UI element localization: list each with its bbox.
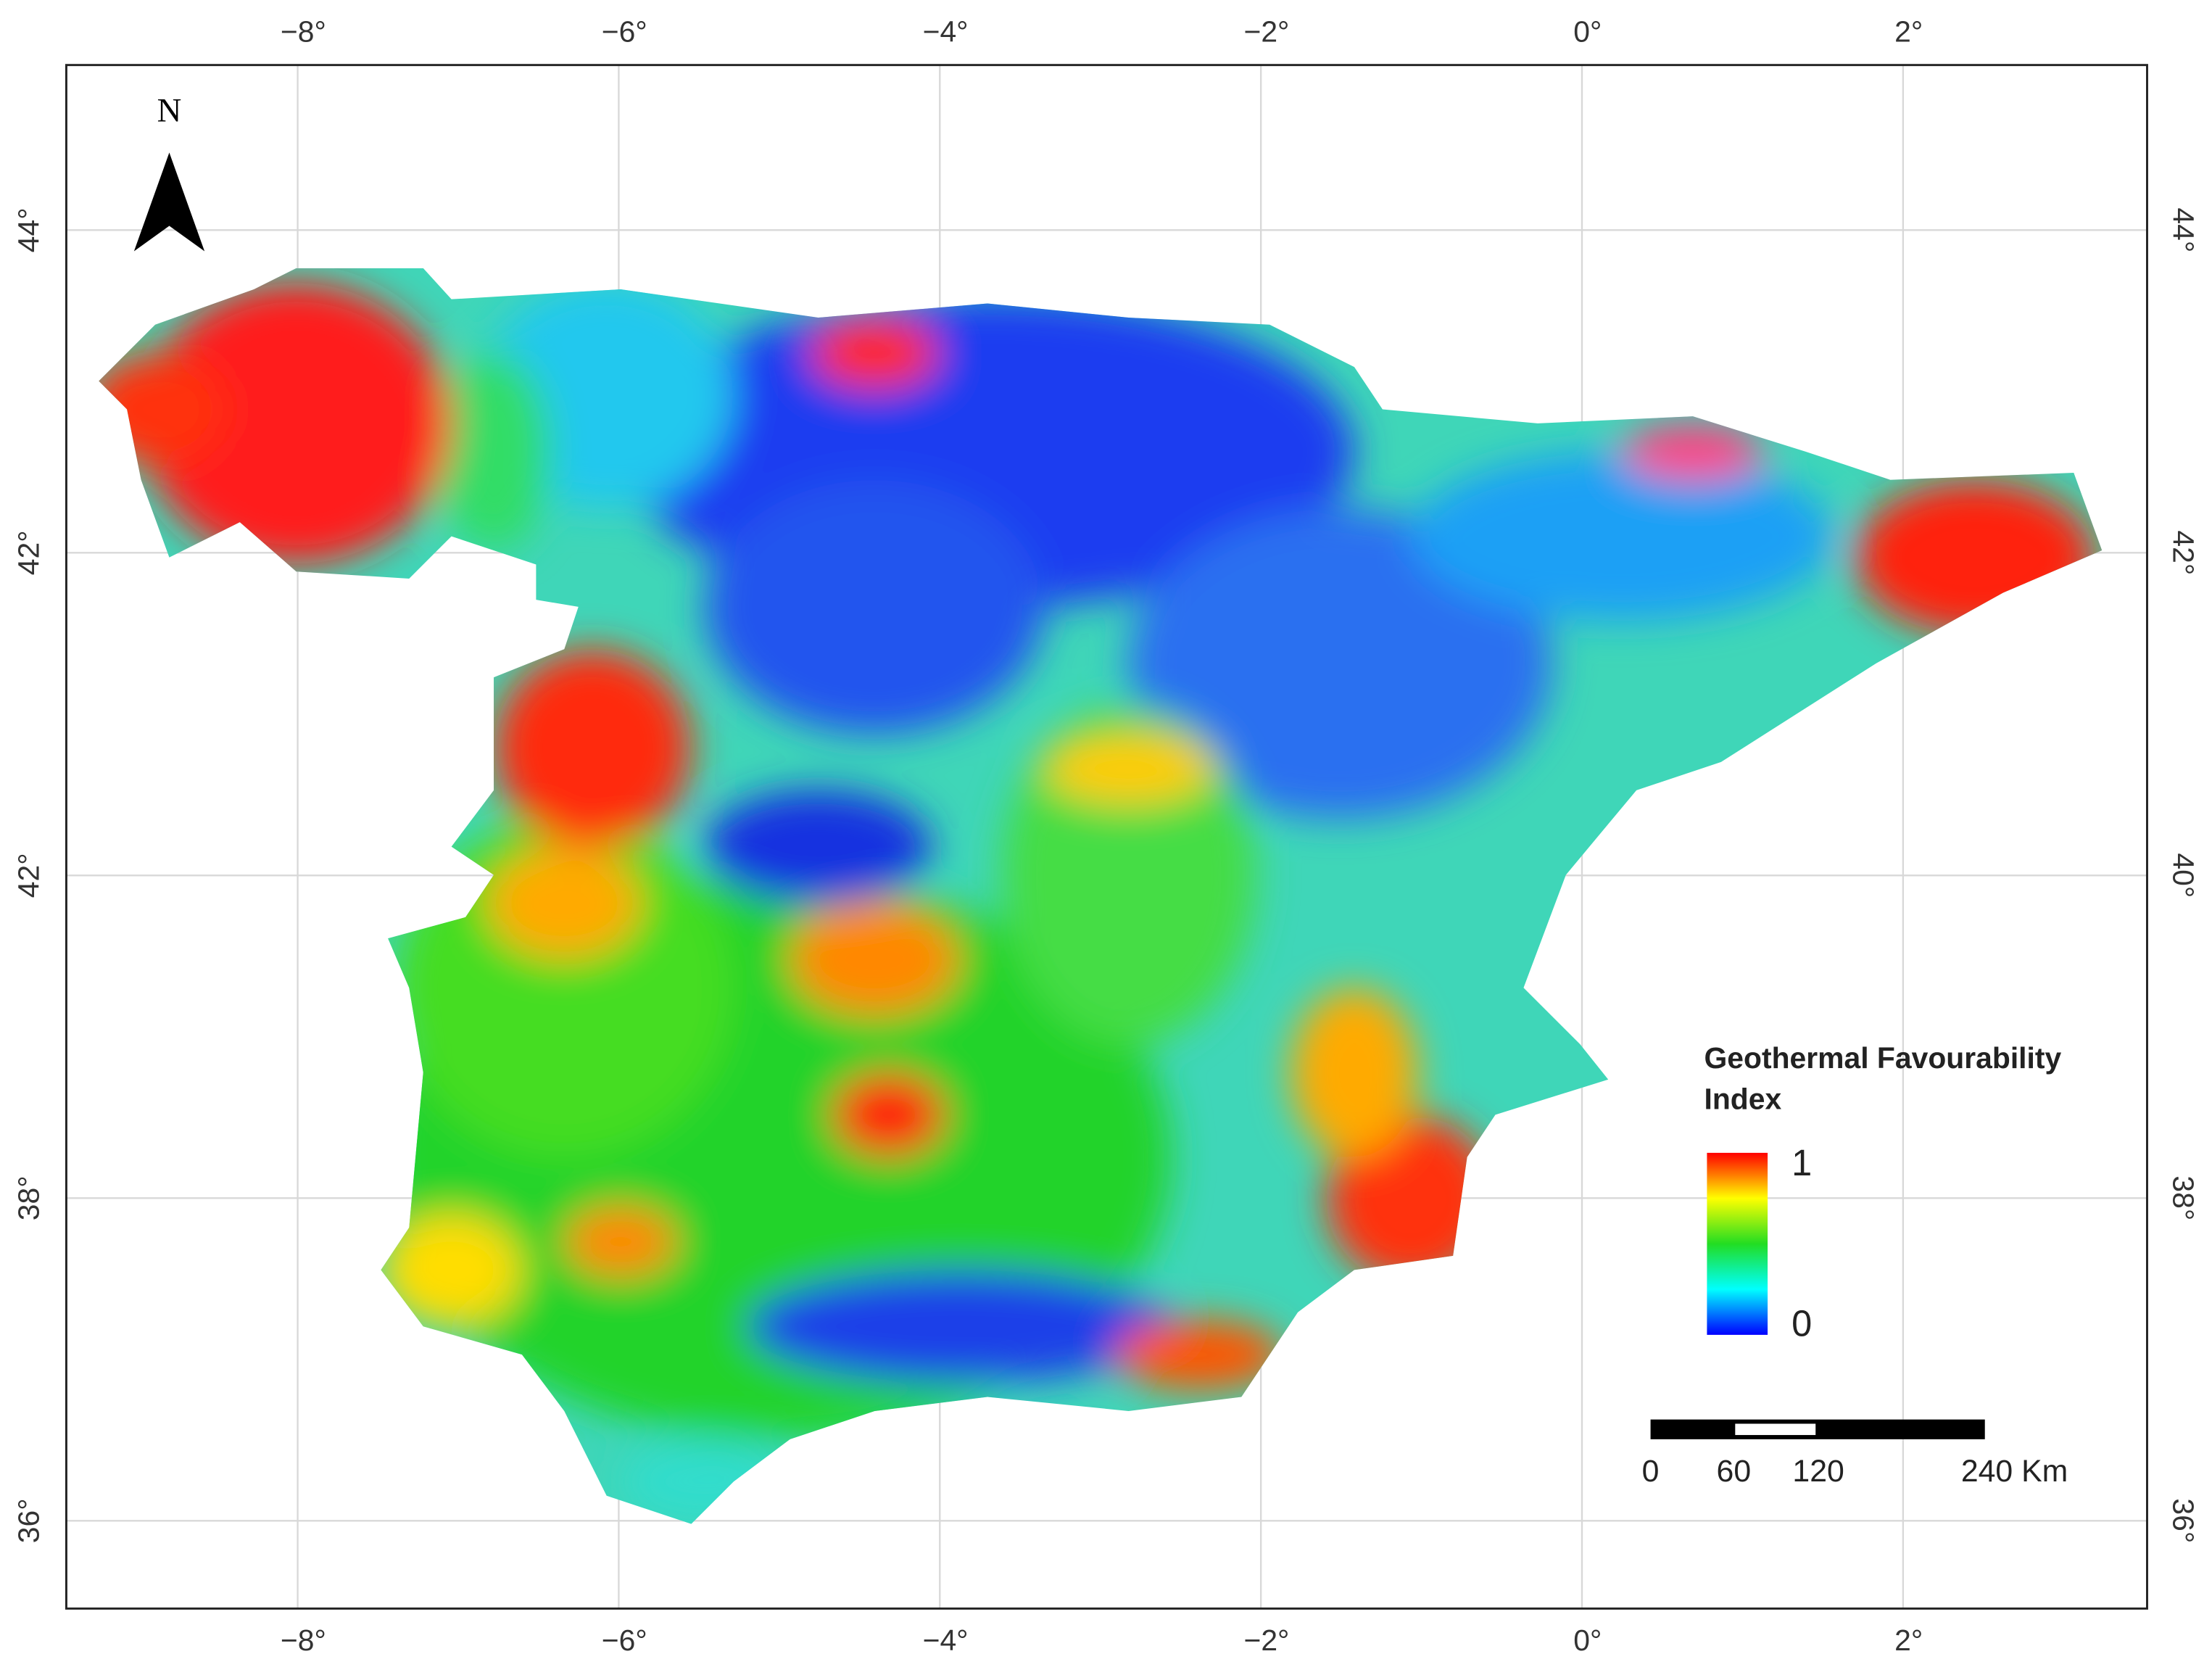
right-lat-label: 38° [2166, 1175, 2200, 1220]
left-lat-label: 36° [12, 1498, 46, 1543]
legend-max: 1 [1791, 1142, 1812, 1183]
scale-label: 240 Km [1961, 1454, 2068, 1489]
right-lat-label: 36° [2166, 1498, 2200, 1543]
scale-bar-segment [1735, 1423, 1816, 1436]
scale-label: 60 [1717, 1454, 1752, 1489]
legend-min: 0 [1791, 1303, 1812, 1344]
right-lat-label: 44° [2166, 207, 2200, 252]
top-lon-label: −4° [923, 15, 969, 49]
bottom-lon-label: −8° [281, 1624, 326, 1657]
legend-colorbar [1707, 1152, 1768, 1335]
legend-title: Geothermal Favourability [1704, 1041, 2062, 1075]
legend: Geothermal Favourability Index 1 0 [1704, 1041, 2062, 1344]
left-lat-label: 42° [12, 530, 46, 575]
north-label: N [157, 92, 182, 130]
scale-label: 120 [1792, 1454, 1844, 1489]
left-lat-label: 38° [12, 1175, 46, 1220]
bottom-lon-label: 0° [1573, 1624, 1602, 1657]
scale-bar-body [1650, 1419, 1985, 1439]
bottom-lon-label: −4° [923, 1624, 969, 1657]
top-lon-label: 2° [1894, 15, 1923, 49]
right-lat-label: 42° [2166, 530, 2200, 575]
bottom-lon-label: 2° [1894, 1624, 1923, 1657]
top-lon-label: −2° [1243, 15, 1289, 49]
bottom-lon-label: −2° [1243, 1624, 1289, 1657]
top-lon-label: 0° [1573, 15, 1602, 49]
left-lat-label: 44° [12, 207, 46, 252]
bottom-lon-label: −6° [602, 1624, 647, 1657]
top-lon-label: −8° [281, 15, 326, 49]
north-arrow: N [133, 92, 205, 252]
left-lat-label: 42° [12, 853, 46, 898]
legend-title: Index [1704, 1083, 1782, 1116]
top-lon-label: −6° [602, 15, 647, 49]
map-frame [65, 64, 2148, 1610]
north-arrow-shape [133, 152, 205, 252]
scale-bar: 0 60 120 240 Km [1642, 1419, 2068, 1489]
scale-label: 0 [1642, 1454, 1660, 1489]
right-lat-label: 40° [2166, 853, 2200, 898]
